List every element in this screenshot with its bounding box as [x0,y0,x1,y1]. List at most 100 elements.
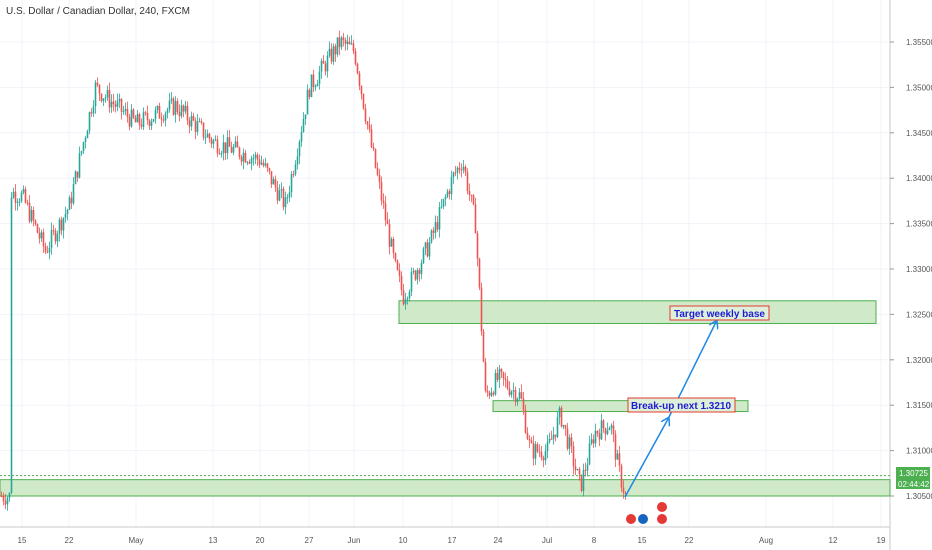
candle-body [60,219,63,231]
candle-body [214,139,217,141]
candle-body [482,331,485,362]
time-axis[interactable]: 15 22 May 13 20 27 Jun 10 17 24 Jul 8 15 22 Aug 12 19 [18,536,886,545]
candle-body [532,443,535,459]
chart-title: U.S. Dollar / Canadian Dollar, 240, FXCM [6,6,190,17]
candle-body [26,202,29,204]
y-tick-label: 1.35000 [906,83,932,92]
price-badge-countdown: 02:44:42 [896,478,930,489]
candle-body [212,140,215,144]
candle-body [192,115,195,121]
candle-body [360,86,363,95]
annotation-break-up[interactable]: Break-up next 1.3210 [627,397,736,413]
candle-body [488,392,491,396]
candle-body [98,84,101,94]
projection-arrow-1 [624,419,668,498]
candle-body [408,291,411,299]
candle-body [102,98,105,102]
candle-body [76,171,79,178]
candle-body [58,219,61,234]
flag-us-icon [626,514,636,524]
candle-body [500,369,503,373]
candle-body [14,191,17,203]
candle-body [574,466,577,471]
candle-body [238,147,241,158]
candle-body [246,162,249,164]
candle-body [164,113,167,121]
candle-body [66,209,69,214]
candle-body [452,172,455,177]
candle-body [400,275,403,291]
x-tick-label: 15 [638,536,647,545]
candle-body [376,167,379,175]
candles [0,30,627,511]
candle-body [592,439,595,444]
y-tick-label: 1.34500 [906,129,932,138]
candle-body [322,60,325,64]
annotation-target[interactable]: Target weekly base [669,305,770,321]
candle-body [228,137,231,147]
candle-body [148,120,151,126]
candle-body [140,124,143,127]
candle-body [186,105,189,121]
candle-body [586,464,589,471]
candle-body [252,158,255,160]
candle-body [616,453,619,460]
candle-body [550,438,553,440]
candle-body [112,101,115,105]
candle-body [316,83,319,87]
candle-body [418,270,421,274]
candle-body [178,111,181,117]
price-axis[interactable]: 1.35500 1.35000 1.34500 1.34000 1.33500 1.330… [890,38,932,501]
x-tick-label: 22 [685,536,694,545]
candle-body [194,120,197,132]
candle-body [460,169,463,171]
candle-body [182,105,185,112]
candle-body [50,230,53,248]
candle-body [568,437,571,449]
candle-body [104,97,107,99]
candle-body [244,152,247,163]
candle-body [462,166,465,170]
annotation-break-up-text: Break-up next 1.3210 [631,401,731,412]
candle-body [380,181,383,201]
candle-body [168,100,171,110]
zone-rect [398,300,877,324]
candle-body [250,158,253,164]
candle-body [328,48,331,56]
candle-body [22,189,25,193]
event-markers[interactable] [626,502,667,524]
candle-body [266,163,269,169]
candle-body [524,409,527,433]
x-tick-label: 8 [592,536,597,545]
candle-body [74,171,77,185]
candle-body [122,111,125,113]
candle-body [498,369,501,380]
candle-body [128,116,131,127]
candle-body [556,417,559,437]
candle-body [196,121,199,132]
candle-body [410,272,413,292]
y-tick-label: 1.33000 [906,265,932,274]
candle-body [440,206,443,208]
candle-body [466,172,469,192]
x-tick-label: 27 [305,536,314,545]
candle-body [116,101,119,107]
candle-body [298,141,301,157]
candle-body [516,398,519,402]
candle-body [138,114,141,125]
candle-body [618,453,621,466]
candle-body [218,153,221,155]
candle-body [614,434,617,460]
candle-body [608,428,611,431]
x-tick-label: 17 [448,536,457,545]
candle-body [254,154,257,159]
candle-body [0,496,3,497]
price-badge-current: 1.30725 [896,467,930,478]
candle-body [300,131,303,142]
candle-body [290,174,293,193]
candle-body [176,101,179,112]
candle-body [296,156,299,165]
x-tick-label: Jul [542,536,552,545]
candle-body [288,192,291,198]
